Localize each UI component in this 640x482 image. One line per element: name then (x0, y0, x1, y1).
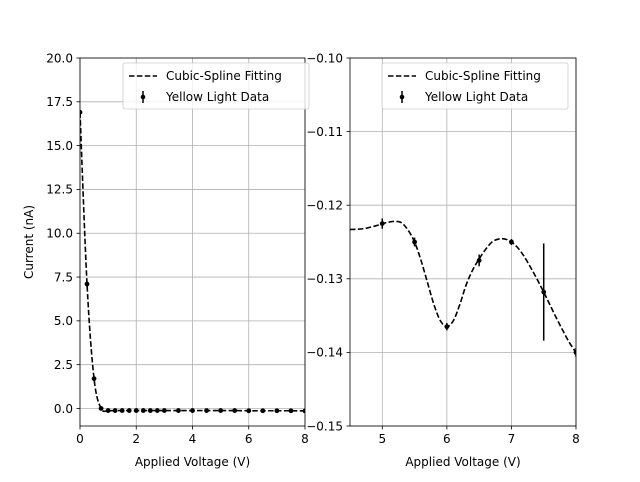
right-axes-frame (349, 57, 577, 427)
right-ticks: 5 6 7 8 −0.15 −0.14 −0.13 −0.12 −0.11 −0.10 (306, 51, 580, 446)
left-x-tick-label: 2 (132, 432, 140, 446)
left-data-point (126, 408, 132, 413)
left-legend-spline-label: Cubic-Spline Fitting (166, 69, 282, 83)
left-data-point (161, 408, 167, 413)
right-x-tick-label: 5 (378, 432, 386, 446)
left-data-point (140, 408, 146, 413)
left-data-point (98, 406, 104, 411)
left-data-point (147, 408, 153, 413)
left-data-point (176, 408, 181, 413)
right-y-tick-label: −0.13 (306, 272, 343, 286)
left-y-tick-label: 5.0 (54, 314, 73, 328)
left-x-tick-label: 4 (189, 432, 197, 446)
right-legend-data-marker (399, 94, 405, 100)
left-y-tick-label: 7.5 (54, 270, 73, 284)
right-y-tick-label: −0.12 (306, 199, 343, 213)
right-data-point (444, 324, 450, 330)
right-x-tick-label: 6 (443, 432, 451, 446)
left-x-axis-label: Applied Voltage (V) (135, 455, 250, 469)
right-y-tick-label: −0.10 (306, 51, 343, 65)
left-y-tick-label: 15.0 (46, 139, 73, 153)
left-chart-panel: 0 2 4 6 8 0.0 2.5 5.0 7.5 10.0 12.5 15.0 17.5 20.0 Ap… (22, 51, 310, 469)
left-data-point (105, 408, 111, 413)
left-series (80, 109, 305, 414)
right-y-tick-label: −0.15 (306, 419, 343, 433)
left-data-point (204, 408, 209, 413)
left-data-point (119, 408, 125, 413)
left-y-tick-label: 12.5 (46, 183, 73, 197)
right-data-point (476, 258, 482, 263)
left-y-axis-label: Current (nA) (22, 205, 36, 279)
left-y-tick-label: 10.0 (46, 227, 73, 241)
left-data-point (80, 109, 83, 115)
left-data-point (112, 408, 118, 413)
right-y-tick-label: −0.11 (306, 125, 343, 139)
right-spline-line (350, 220, 576, 353)
left-data-point (288, 408, 294, 414)
right-series (350, 218, 576, 357)
left-y-tick-label: 0.0 (54, 402, 73, 416)
right-y-tick-label: −0.14 (306, 346, 343, 360)
left-data-point (190, 408, 195, 413)
left-data-point (260, 408, 266, 414)
left-data-point (84, 281, 90, 287)
left-legend-data-label: Yellow Light Data (165, 90, 269, 104)
left-data-point (246, 408, 252, 414)
left-legend-box (122, 62, 310, 110)
left-x-tick-label: 6 (245, 432, 253, 446)
left-data-point (232, 408, 238, 413)
right-chart-panel: 5 6 7 8 −0.15 −0.14 −0.13 −0.12 −0.11 −0.10 Appli… (306, 51, 580, 469)
left-data-point (218, 408, 224, 413)
left-x-tick-label: 8 (301, 432, 309, 446)
right-data-point (509, 239, 514, 245)
left-legend-data-marker (140, 94, 146, 100)
left-data-point (91, 376, 97, 382)
right-data-point (379, 221, 385, 227)
right-legend-spline-label: Cubic-Spline Fitting (425, 69, 541, 83)
right-x-tick-label: 8 (572, 432, 580, 446)
right-x-axis-label: Applied Voltage (V) (405, 455, 520, 469)
left-y-tick-label: 20.0 (46, 51, 73, 65)
left-y-tick-label: 2.5 (54, 358, 73, 372)
left-data-point (302, 408, 305, 414)
right-data-point (541, 289, 547, 295)
right-data-point (412, 239, 417, 245)
left-y-tick-label: 17.5 (46, 95, 73, 109)
right-data-point (573, 350, 576, 355)
left-data-point (133, 408, 139, 413)
right-legend: Cubic-Spline Fitting Yellow Light Data (381, 62, 569, 110)
left-data-point (154, 408, 160, 413)
right-x-tick-label: 7 (508, 432, 516, 446)
right-legend-data-label: Yellow Light Data (424, 90, 528, 104)
left-ticks: 0 2 4 6 8 0.0 2.5 5.0 7.5 10.0 12.5 15.0 17.5 20.0 (46, 51, 309, 446)
right-legend-box (381, 62, 569, 110)
left-legend: Cubic-Spline Fitting Yellow Light Data (122, 62, 310, 110)
left-data-point (274, 408, 280, 414)
left-grid (79, 57, 306, 426)
left-x-tick-label: 0 (76, 432, 84, 446)
